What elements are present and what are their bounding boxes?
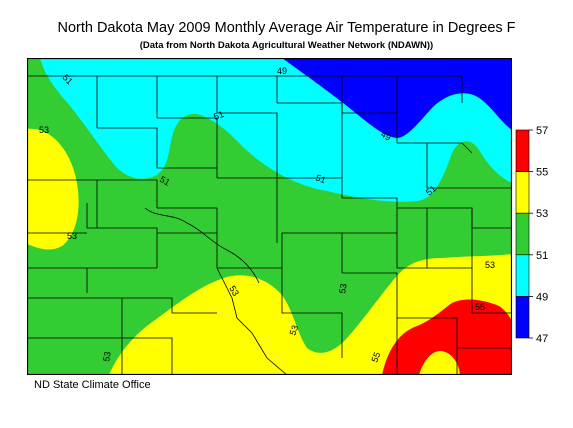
contour-label: 55 bbox=[475, 302, 485, 312]
contour-label: 53 bbox=[337, 283, 349, 295]
contour-label: 53 bbox=[485, 260, 495, 270]
map-title: North Dakota May 2009 Monthly Average Ai… bbox=[57, 20, 516, 36]
county-line bbox=[217, 232, 472, 273]
credit-text: ND State Climate Office bbox=[34, 379, 151, 391]
legend-swatch-47-49 bbox=[515, 296, 530, 339]
contour-label: 51 bbox=[424, 183, 438, 197]
map-subtitle: (Data from North Dakota Agricultural Wea… bbox=[139, 40, 434, 51]
legend-swatch-55-57 bbox=[515, 129, 530, 172]
contour-label: 53 bbox=[101, 351, 113, 363]
contour-label: 49 bbox=[379, 129, 393, 143]
county-line bbox=[396, 312, 512, 375]
contour-label: 55 bbox=[369, 351, 382, 364]
contour-label: 51 bbox=[158, 174, 172, 188]
contour-label: 49 bbox=[277, 66, 287, 76]
county-line bbox=[217, 102, 397, 178]
state-boundary bbox=[27, 58, 512, 375]
legend-tick-label: 57 bbox=[536, 126, 548, 137]
legend-tick-label: 51 bbox=[536, 250, 548, 262]
zone-55-57 bbox=[382, 299, 512, 375]
legend-tick-label: 47 bbox=[536, 333, 548, 342]
county-line bbox=[27, 297, 217, 338]
county-line bbox=[97, 117, 218, 178]
legend-tick-label: 53 bbox=[536, 208, 548, 220]
legend-swatch-51-53 bbox=[515, 212, 530, 256]
legend-tick-label: 55 bbox=[536, 167, 548, 179]
contour-label: 53 bbox=[287, 324, 300, 337]
contour-label: 53 bbox=[39, 125, 49, 135]
contour-label: 51 bbox=[212, 109, 225, 122]
county-line bbox=[86, 203, 218, 268]
county-line bbox=[397, 142, 473, 189]
county-line bbox=[426, 187, 512, 313]
contour-label: 51 bbox=[314, 172, 327, 185]
legend-swatch-49-51 bbox=[515, 254, 530, 297]
county-boundaries bbox=[27, 75, 512, 375]
legend-swatch-53-55 bbox=[515, 171, 530, 214]
county-line bbox=[27, 232, 157, 293]
county-line bbox=[144, 207, 260, 284]
county-line bbox=[27, 179, 218, 233]
county-line bbox=[216, 267, 288, 375]
county-line bbox=[217, 177, 473, 243]
legend-tick-label: 49 bbox=[536, 291, 548, 303]
contour-label: 53 bbox=[227, 284, 241, 298]
county-line bbox=[96, 76, 463, 143]
zone-53-55-west bbox=[27, 128, 79, 250]
county-line bbox=[27, 337, 173, 375]
color-legend: 57 55 53 51 49 47 bbox=[515, 126, 548, 342]
contour-label: 53 bbox=[67, 231, 77, 241]
